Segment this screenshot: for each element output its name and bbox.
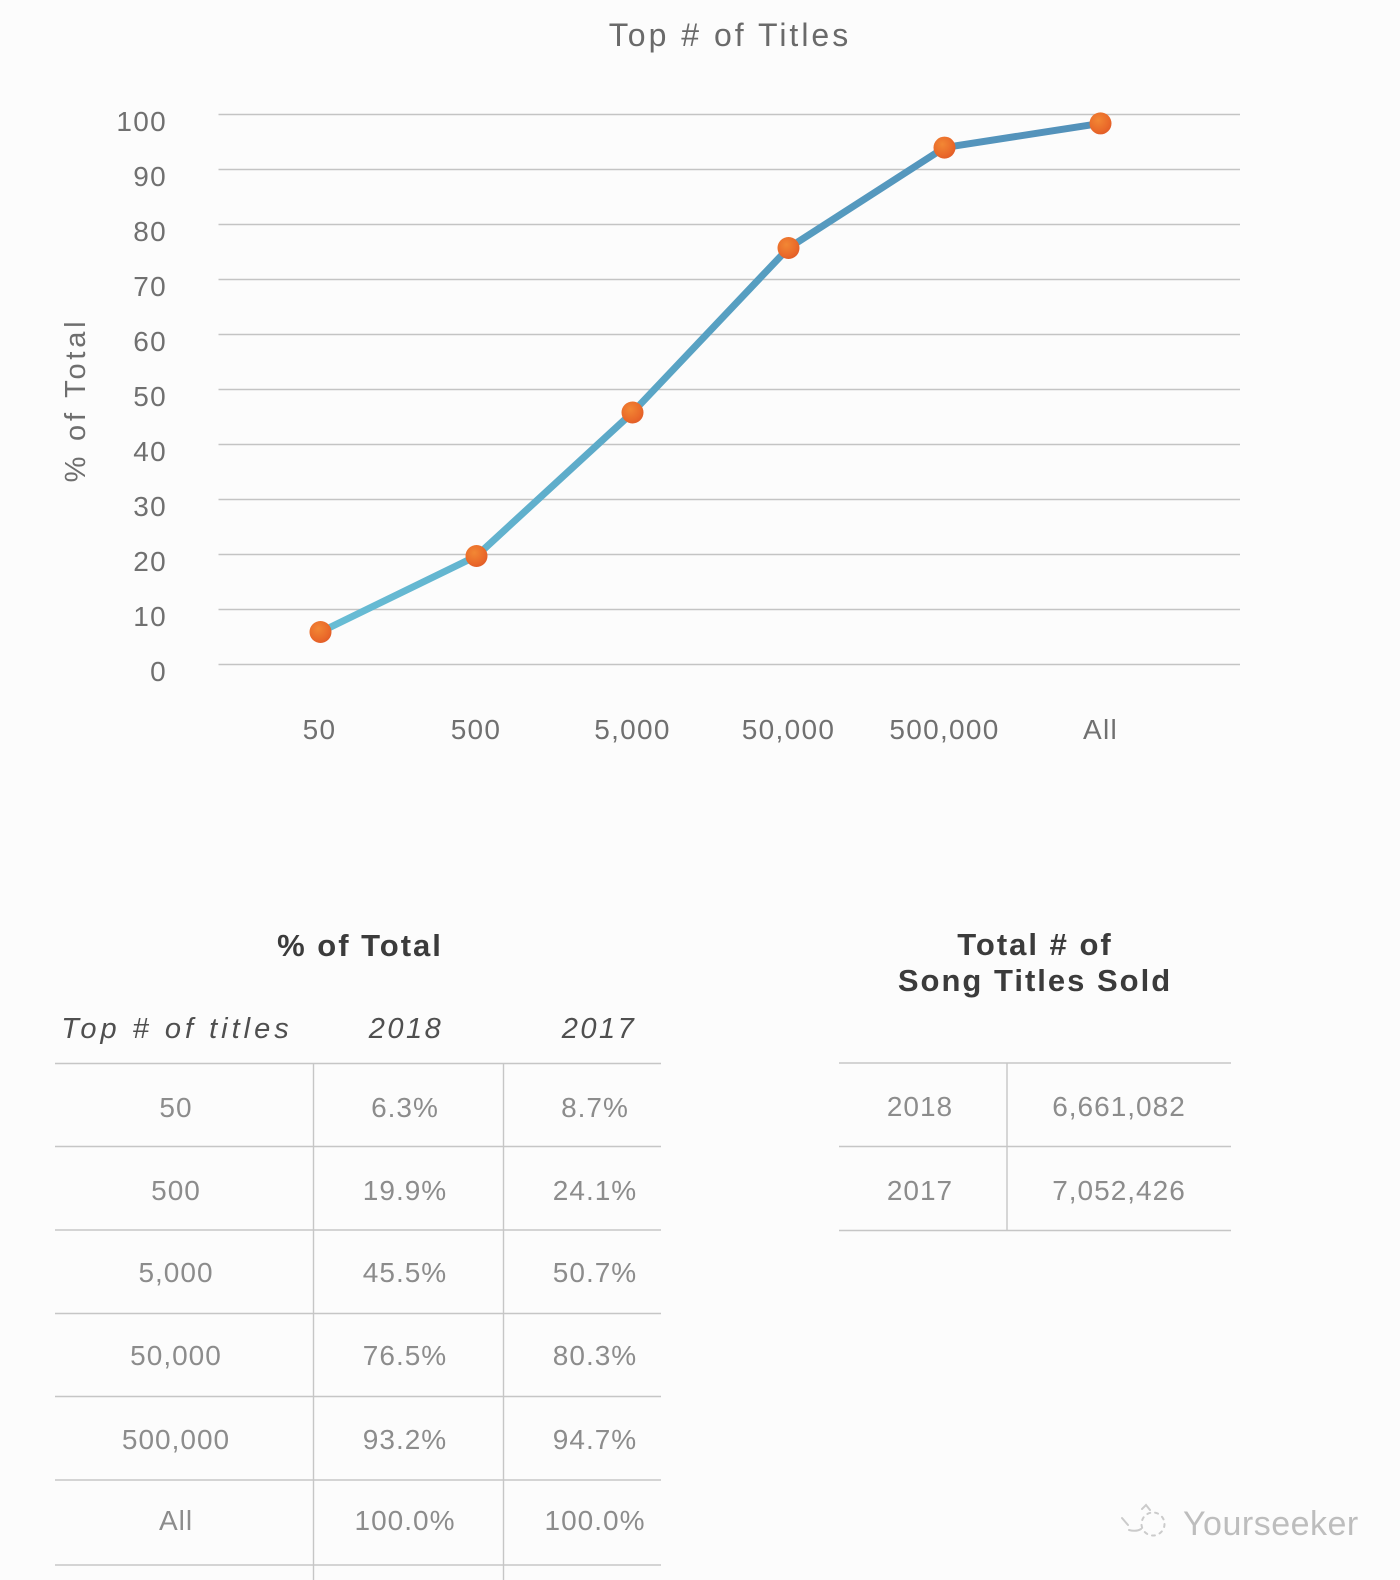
svg-text:6,661,082: 6,661,082 — [1052, 1091, 1186, 1122]
svg-text:All: All — [1083, 714, 1118, 745]
svg-text:2017: 2017 — [887, 1175, 953, 1206]
svg-text:500: 500 — [151, 1175, 201, 1206]
svg-text:80: 80 — [133, 216, 167, 247]
svg-text:24.1%: 24.1% — [553, 1175, 637, 1206]
svg-text:2018: 2018 — [887, 1091, 953, 1122]
svg-text:100: 100 — [116, 106, 167, 137]
svg-text:20: 20 — [133, 546, 167, 577]
svg-text:100.0%: 100.0% — [545, 1505, 646, 1536]
svg-text:2018: 2018 — [368, 1013, 444, 1045]
svg-text:45.5%: 45.5% — [363, 1257, 447, 1288]
svg-text:19.9%: 19.9% — [363, 1175, 447, 1206]
svg-text:10: 10 — [133, 601, 167, 632]
svg-text:Song Titles Sold: Song Titles Sold — [898, 963, 1172, 998]
svg-text:50: 50 — [303, 714, 337, 745]
svg-text:500: 500 — [451, 714, 502, 745]
svg-text:Yourseeker: Yourseeker — [1183, 1505, 1359, 1543]
svg-text:% of Total: % of Total — [277, 928, 443, 963]
svg-text:5,000: 5,000 — [138, 1257, 213, 1288]
svg-text:% of Total: % of Total — [60, 318, 92, 483]
svg-text:6.3%: 6.3% — [371, 1092, 439, 1123]
svg-text:2017: 2017 — [561, 1013, 637, 1045]
svg-text:40: 40 — [133, 436, 167, 467]
svg-text:30: 30 — [133, 491, 167, 522]
svg-text:50,000: 50,000 — [130, 1340, 222, 1371]
svg-text:94.7%: 94.7% — [553, 1424, 637, 1455]
svg-text:5,000: 5,000 — [594, 714, 671, 745]
svg-text:60: 60 — [133, 326, 167, 357]
svg-text:Total # of: Total # of — [957, 927, 1112, 962]
svg-text:All: All — [159, 1505, 193, 1536]
svg-text:50,000: 50,000 — [742, 714, 835, 745]
svg-text:76.5%: 76.5% — [363, 1340, 447, 1371]
svg-text:50.7%: 50.7% — [553, 1257, 637, 1288]
svg-text:7,052,426: 7,052,426 — [1052, 1175, 1186, 1206]
svg-text:50: 50 — [133, 381, 167, 412]
svg-text:80.3%: 80.3% — [553, 1340, 637, 1371]
svg-text:0: 0 — [150, 656, 167, 687]
svg-text:500,000: 500,000 — [122, 1424, 230, 1455]
svg-text:8.7%: 8.7% — [561, 1092, 629, 1123]
svg-text:90: 90 — [133, 161, 167, 192]
svg-text:Top # of Titles: Top # of Titles — [609, 17, 851, 53]
svg-text:93.2%: 93.2% — [363, 1424, 447, 1455]
svg-text:100.0%: 100.0% — [355, 1505, 456, 1536]
svg-text:Top # of titles: Top # of titles — [61, 1013, 292, 1045]
svg-text:50: 50 — [159, 1092, 192, 1123]
svg-text:70: 70 — [133, 271, 167, 302]
svg-text:500,000: 500,000 — [889, 714, 999, 745]
